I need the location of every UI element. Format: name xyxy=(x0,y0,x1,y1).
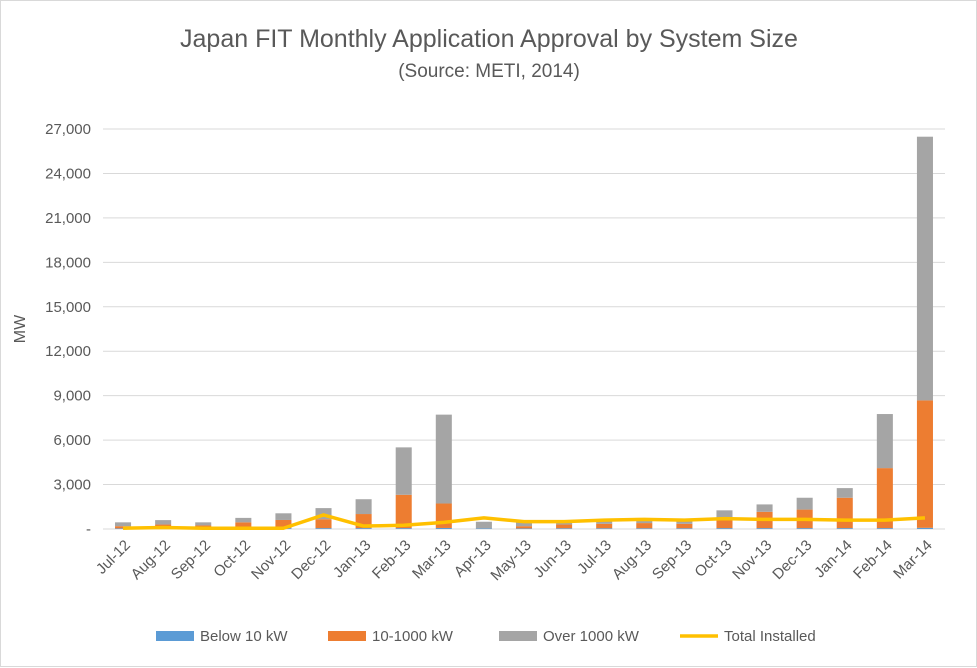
x-tick-label: Oct-13 xyxy=(691,537,735,581)
bar-over-1000-kw xyxy=(515,521,533,527)
legend: Below 10 kW 10-1000 kW Over 1000 kW Total I… xyxy=(156,628,816,645)
bar-below-10-kw xyxy=(315,528,332,529)
x-tick-label: May-13 xyxy=(487,537,534,584)
chart-title: Japan FIT Monthly Application Approval b… xyxy=(180,25,798,53)
bar-10-1000-kw xyxy=(235,522,252,529)
bar-over-1000-kw xyxy=(275,513,292,520)
bar-10-1000-kw xyxy=(275,519,292,529)
bar-over-1000-kw xyxy=(716,510,733,518)
bar-over-1000-kw xyxy=(395,447,412,495)
bar-over-1000-kw xyxy=(435,414,452,504)
x-tick-label: Dec-12 xyxy=(288,537,334,583)
x-tick-labels: Jul-12Aug-12Sep-12Oct-12Nov-12Dec-12Jan-… xyxy=(93,537,936,584)
bar-over-1000-kw xyxy=(475,521,492,529)
legend-swatch xyxy=(328,631,366,641)
bar-below-10-kw xyxy=(355,528,372,529)
bar-below-10-kw xyxy=(836,528,853,529)
bar-over-1000-kw xyxy=(155,520,172,525)
bar-10-1000-kw xyxy=(556,524,573,529)
bar-below-10-kw xyxy=(596,528,613,529)
bar-below-10-kw xyxy=(636,528,653,529)
bar-over-1000-kw xyxy=(195,522,212,526)
x-tick-label: Nov-13 xyxy=(729,537,775,583)
x-tick-label: Jan-13 xyxy=(330,537,374,581)
x-tick-label: Aug-12 xyxy=(128,537,174,583)
y-tick-label: 18,000 xyxy=(45,254,91,271)
y-tick-labels: - 3,000 6,000 9,000 12,000 15,000 18,000 21,000… xyxy=(45,121,91,538)
y-tick-label: 6,000 xyxy=(53,432,91,449)
bar-below-10-kw xyxy=(876,528,893,529)
y-tick-label: 21,000 xyxy=(45,210,91,227)
bar-over-1000-kw xyxy=(796,497,813,510)
legend-label: Over 1000 kW xyxy=(543,628,640,645)
y-tick-label: 3,000 xyxy=(53,477,91,494)
bar-over-1000-kw xyxy=(115,522,132,527)
bar-below-10-kw xyxy=(716,528,733,529)
x-tick-label: Feb-13 xyxy=(369,537,415,583)
y-tick-label: 27,000 xyxy=(45,121,91,138)
bar-over-1000-kw xyxy=(676,520,693,524)
line-total-installed xyxy=(123,513,926,531)
y-tick-label: 24,000 xyxy=(45,165,91,182)
bar-10-1000-kw xyxy=(676,523,693,529)
gridlines xyxy=(103,128,945,530)
bar-below-10-kw xyxy=(115,528,132,529)
y-tick-label: 12,000 xyxy=(45,343,91,360)
legend-label: Total Installed xyxy=(724,628,816,645)
y-tick-label: 15,000 xyxy=(45,299,91,316)
y-axis-label: MW xyxy=(12,314,29,343)
x-tick-label: Oct-12 xyxy=(210,537,254,581)
bar-below-10-kw xyxy=(556,528,573,529)
x-tick-label: Sep-12 xyxy=(168,537,214,583)
bar-over-1000-kw xyxy=(756,504,773,512)
x-tick-label: Sep-13 xyxy=(649,537,695,583)
y-tick-label: - xyxy=(86,521,91,538)
legend-swatch xyxy=(156,631,194,641)
bar-below-10-kw xyxy=(796,528,813,529)
bar-below-10-kw xyxy=(435,527,452,529)
legend-label: Below 10 kW xyxy=(200,628,288,645)
bar-over-1000-kw xyxy=(235,517,252,523)
bar-below-10-kw xyxy=(475,528,492,529)
bar-over-1000-kw xyxy=(836,488,853,498)
x-tick-label: Nov-12 xyxy=(248,537,294,583)
bar-below-10-kw xyxy=(395,528,412,529)
line-marks xyxy=(123,513,926,531)
bar-below-10-kw xyxy=(676,528,693,529)
bar-over-1000-kw xyxy=(876,414,893,469)
bar-below-10-kw xyxy=(515,528,533,529)
bar-10-1000-kw xyxy=(636,523,653,529)
x-tick-label: Jun-13 xyxy=(530,537,574,581)
bar-over-1000-kw xyxy=(355,499,372,515)
bar-over-1000-kw xyxy=(916,136,933,401)
bar-10-1000-kw xyxy=(596,523,613,529)
bar-marks xyxy=(115,136,933,529)
chart-subtitle: (Source: METI, 2014) xyxy=(398,61,580,82)
x-tick-label: Mar-13 xyxy=(409,537,455,583)
x-tick-label: Jan-14 xyxy=(811,537,855,581)
bar-10-1000-kw xyxy=(315,519,332,529)
bar-10-1000-kw xyxy=(395,494,412,529)
bar-10-1000-kw xyxy=(836,497,853,529)
bar-10-1000-kw xyxy=(716,517,733,529)
legend-swatch xyxy=(499,631,537,641)
bar-below-10-kw xyxy=(916,527,933,529)
bar-10-1000-kw xyxy=(876,468,893,529)
bar-over-1000-kw xyxy=(636,519,653,524)
bar-over-1000-kw xyxy=(596,520,613,524)
legend-label: 10-1000 kW xyxy=(372,628,454,645)
bar-10-1000-kw xyxy=(916,400,933,528)
bar-below-10-kw xyxy=(756,528,773,529)
x-tick-label: Mar-14 xyxy=(890,537,936,583)
bar-10-1000-kw xyxy=(515,526,533,529)
y-tick-label: 9,000 xyxy=(53,388,91,405)
x-tick-label: Feb-14 xyxy=(850,537,896,583)
x-tick-label: Dec-13 xyxy=(769,537,815,583)
x-tick-label: Aug-13 xyxy=(609,537,655,583)
